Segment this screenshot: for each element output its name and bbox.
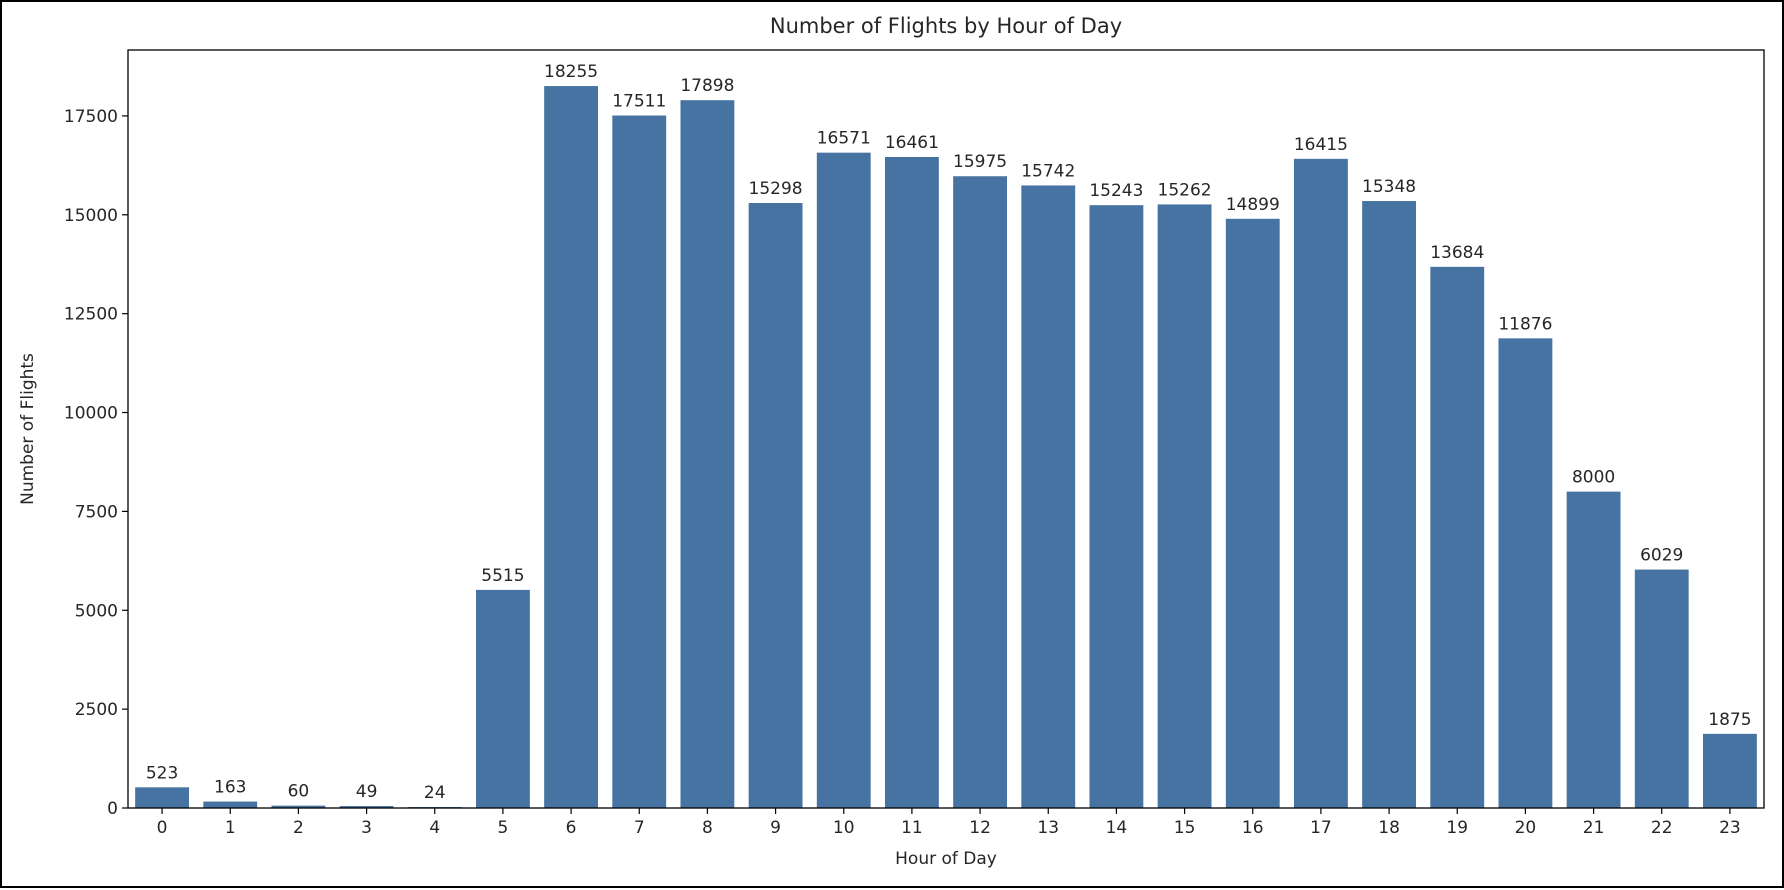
- bar-hour-9: [748, 203, 803, 808]
- bar-hour-18: [1362, 201, 1417, 808]
- value-label-hour-16: 14899: [1226, 195, 1280, 215]
- x-tick-label: 10: [833, 818, 855, 838]
- bar-hour-22: [1634, 569, 1689, 808]
- x-tick-label: 22: [1651, 818, 1673, 838]
- x-tick-label: 9: [770, 818, 781, 838]
- x-tick-label: 5: [498, 818, 509, 838]
- bar-hour-19: [1430, 266, 1485, 809]
- bar-hour-3: [339, 806, 394, 808]
- bar-hour-1: [203, 801, 258, 808]
- bar-hour-15: [1157, 204, 1212, 808]
- bar-hour-10: [816, 152, 871, 808]
- bar-hour-8: [680, 100, 735, 809]
- y-tick-label: 0: [107, 799, 118, 819]
- value-label-hour-15: 15262: [1158, 180, 1212, 200]
- bar-hour-16: [1225, 218, 1280, 809]
- x-tick-label: 20: [1515, 818, 1537, 838]
- bars-group: [135, 86, 1757, 809]
- y-tick-label: 17500: [64, 107, 118, 127]
- x-tick-label: 2: [293, 818, 304, 838]
- value-label-hour-3: 49: [356, 782, 378, 802]
- x-tick-label: 7: [634, 818, 645, 838]
- x-tick-label: 12: [969, 818, 991, 838]
- value-label-hour-1: 163: [214, 778, 246, 798]
- bar-hour-21: [1566, 491, 1621, 808]
- value-label-hour-4: 24: [424, 783, 446, 803]
- x-axis: 0 1 2 3 4 5 6 7 8 9 10 11 12 13 14 15 16 17 18 19 20 21 22 23: [157, 808, 1741, 838]
- x-tick-label: 1: [225, 818, 236, 838]
- value-label-hour-10: 16571: [817, 129, 871, 149]
- y-tick-label: 15000: [64, 206, 118, 226]
- value-label-hour-11: 16461: [885, 133, 939, 153]
- value-label-hour-19: 13684: [1430, 243, 1484, 263]
- value-label-hour-7: 17511: [612, 91, 666, 111]
- plot-area-border: [127, 49, 1765, 809]
- y-tick-label: 5000: [75, 601, 118, 621]
- bar-hour-2: [271, 805, 326, 808]
- x-tick-label: 23: [1719, 818, 1741, 838]
- bar-hour-5: [475, 589, 530, 808]
- y-tick-label: 10000: [64, 404, 118, 424]
- x-tick-label: 19: [1446, 818, 1468, 838]
- value-label-hour-5: 5515: [481, 566, 524, 586]
- bar-hour-17: [1293, 158, 1348, 808]
- bar-hour-11: [884, 157, 939, 809]
- x-tick-label: 17: [1310, 818, 1332, 838]
- chart-title: Number of Flights by Hour of Day: [770, 14, 1122, 38]
- x-tick-label: 11: [901, 818, 923, 838]
- x-tick-label: 3: [361, 818, 372, 838]
- value-label-hour-13: 15742: [1021, 161, 1075, 181]
- x-tick-label: 8: [702, 818, 713, 838]
- bar-hour-0: [135, 787, 190, 808]
- value-label-hour-2: 60: [288, 782, 310, 802]
- value-label-hour-12: 15975: [953, 152, 1007, 172]
- y-axis: 0 2500 5000 7500 10000 12500 15000 17500: [64, 107, 128, 819]
- value-label-hour-9: 15298: [749, 179, 803, 199]
- y-tick-label: 7500: [75, 502, 118, 522]
- value-label-hour-6: 18255: [544, 62, 598, 82]
- value-label-hour-14: 15243: [1089, 181, 1143, 201]
- x-tick-label: 14: [1106, 818, 1128, 838]
- value-label-hour-21: 8000: [1572, 468, 1615, 488]
- y-axis-label: Number of Flights: [18, 353, 38, 505]
- value-label-hour-18: 15348: [1362, 177, 1416, 197]
- x-tick-label: 0: [157, 818, 168, 838]
- bar-hour-12: [953, 176, 1008, 808]
- value-label-hour-0: 523: [146, 763, 178, 783]
- value-label-hour-23: 1875: [1708, 710, 1751, 730]
- y-tick-label: 2500: [75, 700, 118, 720]
- bar-hour-7: [612, 115, 667, 809]
- x-tick-label: 13: [1037, 818, 1059, 838]
- x-axis-label: Hour of Day: [895, 849, 997, 869]
- x-tick-label: 21: [1583, 818, 1605, 838]
- x-tick-label: 4: [429, 818, 440, 838]
- x-tick-label: 18: [1378, 818, 1400, 838]
- value-label-hour-8: 17898: [680, 76, 734, 96]
- bar-hour-23: [1702, 733, 1757, 808]
- bar-hour-13: [1021, 185, 1076, 808]
- value-label-hour-22: 6029: [1640, 546, 1683, 566]
- bar-hour-14: [1089, 205, 1144, 808]
- bar-hour-20: [1498, 338, 1553, 808]
- value-label-hour-20: 11876: [1498, 314, 1552, 334]
- x-tick-label: 16: [1242, 818, 1264, 838]
- value-labels-group: 523 163 60 49 24 5515 18255 17511 17898 15298 1657…: [146, 62, 1752, 803]
- value-label-hour-17: 16415: [1294, 135, 1348, 155]
- y-tick-label: 12500: [64, 305, 118, 325]
- x-tick-label: 6: [566, 818, 577, 838]
- bar-hour-6: [544, 86, 599, 808]
- x-tick-label: 15: [1174, 818, 1196, 838]
